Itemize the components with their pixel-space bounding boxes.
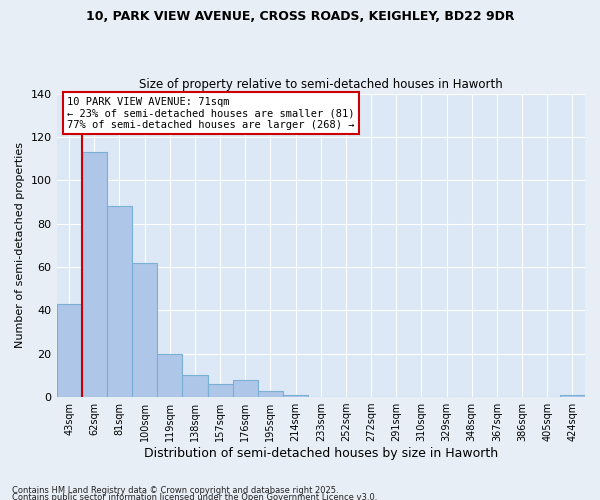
- Bar: [107, 206, 132, 397]
- Bar: [132, 262, 157, 397]
- Bar: [560, 395, 585, 397]
- Bar: [258, 390, 283, 397]
- Bar: [208, 384, 233, 397]
- Text: 10 PARK VIEW AVENUE: 71sqm
← 23% of semi-detached houses are smaller (81)
77% of: 10 PARK VIEW AVENUE: 71sqm ← 23% of semi…: [67, 96, 355, 130]
- X-axis label: Distribution of semi-detached houses by size in Haworth: Distribution of semi-detached houses by …: [144, 447, 498, 460]
- Title: Size of property relative to semi-detached houses in Haworth: Size of property relative to semi-detach…: [139, 78, 503, 91]
- Text: Contains public sector information licensed under the Open Government Licence v3: Contains public sector information licen…: [12, 494, 377, 500]
- Bar: [233, 380, 258, 397]
- Bar: [157, 354, 182, 397]
- Text: 10, PARK VIEW AVENUE, CROSS ROADS, KEIGHLEY, BD22 9DR: 10, PARK VIEW AVENUE, CROSS ROADS, KEIGH…: [86, 10, 514, 23]
- Bar: [283, 395, 308, 397]
- Bar: [56, 304, 82, 397]
- Bar: [82, 152, 107, 397]
- Bar: [182, 376, 208, 397]
- Y-axis label: Number of semi-detached properties: Number of semi-detached properties: [15, 142, 25, 348]
- Text: Contains HM Land Registry data © Crown copyright and database right 2025.: Contains HM Land Registry data © Crown c…: [12, 486, 338, 495]
